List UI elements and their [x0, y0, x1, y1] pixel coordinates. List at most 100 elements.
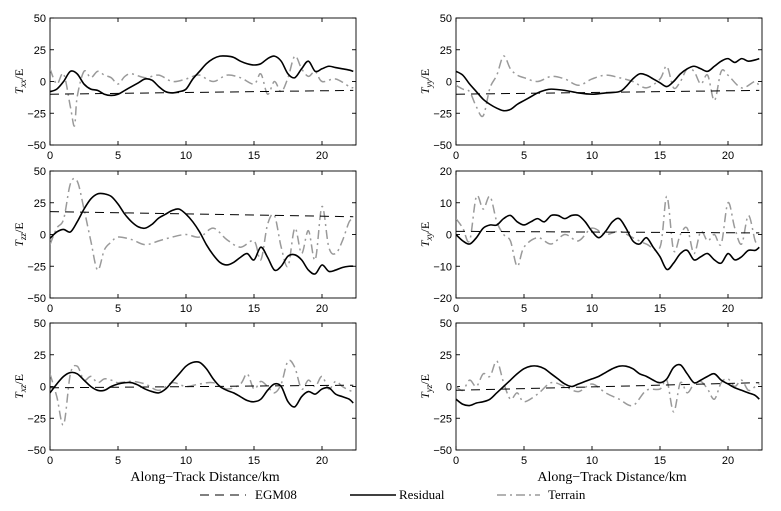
y-tick-label: 25 — [440, 350, 452, 362]
y-tick-label: 0 — [446, 77, 452, 89]
y-axis-label: Tyz/E — [418, 374, 434, 399]
y-tick-label: 25 — [34, 350, 46, 362]
x-tick-label: 0 — [47, 303, 53, 315]
y-axis-label-subscript: xx — [18, 79, 28, 88]
y-tick-label: 25 — [440, 45, 452, 57]
series-line-residual — [50, 360, 354, 408]
legend-label-residual: Residual — [399, 487, 445, 502]
y-tick-label: 0 — [40, 77, 46, 89]
y-tick-label: 20 — [440, 166, 452, 178]
y-tick-label: 0 — [446, 382, 452, 394]
y-axis-label-subscript: zz — [18, 232, 28, 241]
y-tick-label: 25 — [34, 198, 46, 210]
legend-label-egm08: EGM08 — [255, 487, 297, 502]
x-axis-label-left: Along−Track Distance/km — [130, 470, 279, 485]
y-tick-label: −50 — [27, 140, 46, 152]
x-tick-label: 15 — [248, 150, 260, 162]
y-axis-label-symbol: T — [12, 86, 26, 94]
y-axis-label-unit: /E — [12, 69, 26, 80]
y-tick-label: 0 — [40, 230, 46, 242]
series-line-egm08 — [456, 230, 760, 234]
y-axis-label: Txx/E — [12, 69, 28, 94]
series-line-egm08 — [456, 382, 760, 391]
series-line-residual — [456, 57, 760, 112]
y-axis-label-unit: /E — [12, 374, 26, 385]
y-axis-label-unit: /E — [418, 69, 432, 80]
y-tick-label: −20 — [433, 293, 452, 305]
x-tick-label: 20 — [722, 150, 734, 162]
x-tick-label: 15 — [248, 303, 260, 315]
x-tick-label: 15 — [654, 150, 666, 162]
y-tick-label: 0 — [446, 230, 452, 242]
series-line-egm08 — [50, 384, 354, 389]
x-tick-label: 20 — [316, 303, 328, 315]
y-axis-label-symbol: T — [418, 391, 432, 399]
y-tick-label: −50 — [433, 140, 452, 152]
series-line-residual — [50, 55, 354, 97]
y-tick-label: −10 — [433, 261, 452, 273]
y-tick-label: −50 — [433, 445, 452, 457]
series-line-terrain — [456, 194, 760, 268]
y-tick-label: 50 — [440, 13, 452, 25]
series-line-terrain — [456, 360, 760, 413]
x-tick-label: 15 — [654, 303, 666, 315]
x-tick-label: 10 — [586, 455, 598, 467]
y-axis-label-symbol: T — [12, 239, 26, 247]
y-tick-label: −25 — [433, 108, 452, 120]
series-line-egm08 — [50, 89, 354, 95]
y-tick-label: −25 — [27, 261, 46, 273]
x-tick-label: 10 — [180, 150, 192, 162]
y-axis-label-subscript: xy — [424, 232, 434, 241]
series-line-terrain — [50, 55, 354, 127]
x-tick-label: 10 — [180, 455, 192, 467]
x-tick-label: 0 — [453, 455, 459, 467]
x-tick-label: 5 — [521, 303, 527, 315]
y-axis-label-symbol: T — [418, 239, 432, 247]
y-axis-label: Txz/E — [12, 374, 28, 399]
plot-frame — [455, 17, 763, 146]
y-tick-label: −50 — [27, 445, 46, 457]
x-tick-label: 5 — [521, 150, 527, 162]
y-tick-label: −25 — [27, 108, 46, 120]
y-tick-label: 50 — [440, 318, 452, 330]
x-tick-label: 5 — [521, 455, 527, 467]
y-axis-label-unit: /E — [12, 222, 26, 233]
y-tick-label: 10 — [440, 198, 452, 210]
y-axis-label-unit: /E — [418, 222, 432, 233]
series-line-terrain — [456, 55, 760, 118]
x-tick-label: 0 — [47, 150, 53, 162]
y-axis-label-subscript: xz — [18, 384, 28, 393]
x-tick-label: 5 — [115, 455, 121, 467]
x-tick-label: 15 — [248, 455, 260, 467]
series-line-residual — [50, 192, 354, 275]
y-axis-label-symbol: T — [418, 86, 432, 94]
y-tick-label: 25 — [34, 45, 46, 57]
x-tick-label: 15 — [654, 455, 666, 467]
plot-frame — [49, 17, 357, 146]
y-axis-label: Tyy/E — [418, 69, 434, 94]
y-tick-label: −50 — [27, 293, 46, 305]
y-axis-label-subscript: yz — [424, 384, 434, 393]
y-tick-label: −25 — [27, 413, 46, 425]
y-tick-label: −25 — [433, 413, 452, 425]
x-axis-label-right: Along−Track Distance/km — [537, 470, 686, 485]
series-line-residual — [456, 363, 760, 407]
series-line-residual — [456, 214, 760, 271]
y-tick-label: 0 — [40, 382, 46, 394]
x-tick-label: 10 — [586, 303, 598, 315]
x-tick-label: 10 — [180, 303, 192, 315]
x-tick-label: 20 — [722, 303, 734, 315]
y-axis-label: Tzz/E — [12, 222, 28, 246]
y-axis-label: Txy/E — [418, 222, 434, 247]
y-axis-label-symbol: T — [12, 391, 26, 399]
series-line-egm08 — [50, 211, 354, 218]
series-line-terrain — [50, 177, 354, 271]
x-tick-label: 0 — [453, 303, 459, 315]
x-tick-label: 5 — [115, 303, 121, 315]
y-tick-label: 50 — [34, 13, 46, 25]
